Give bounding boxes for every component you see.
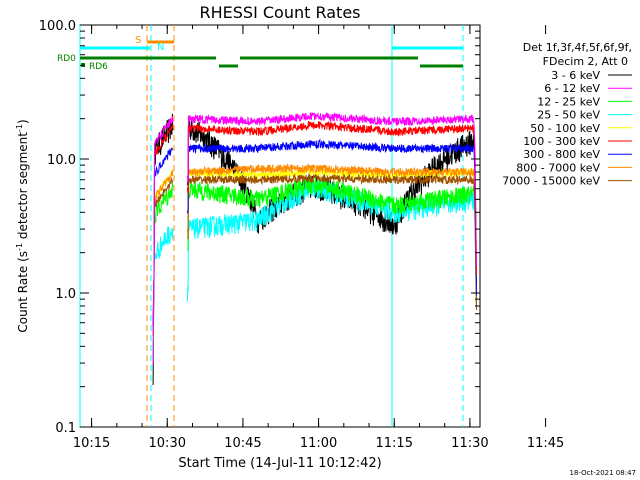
legend-label: 100 - 300 keV xyxy=(523,135,600,148)
legend-label: 300 - 800 keV xyxy=(523,148,600,161)
chart-title: RHESSI Count Rates xyxy=(200,3,361,22)
series-trace-7000-15000kev xyxy=(152,172,477,320)
series-trace-800-7000kev xyxy=(152,162,477,326)
y-tick-label: 1.0 xyxy=(55,287,76,302)
legend-header-2: FDecim 2, Att 0 xyxy=(543,55,628,68)
legend-header-1: Det 1f,3f,4f,5f,6f,9f, xyxy=(523,41,632,54)
y-axis-label-sup: -1 xyxy=(15,243,24,251)
series-trace-12-25kev xyxy=(152,176,477,360)
rd0-label: RD0 xyxy=(57,54,76,64)
x-tick-label: 10:15 xyxy=(73,436,110,451)
x-tick-label: 11:00 xyxy=(300,436,337,451)
series-trace-6-12kev xyxy=(152,112,477,364)
x-tick-label: 10:45 xyxy=(224,436,261,451)
x-tick-label: 11:30 xyxy=(451,436,488,451)
flag-bars xyxy=(80,40,463,68)
y-axis-label-end: ) xyxy=(16,119,30,124)
series-trace-100-300kev xyxy=(152,120,477,336)
reference-lines xyxy=(79,25,464,427)
legend-label: 7000 - 15000 keV xyxy=(502,175,600,188)
x-tick-label: 11:45 xyxy=(527,436,564,451)
saa-label: S xyxy=(135,35,141,46)
y-axis-label: Count Rate (s-1 detector segment-1) xyxy=(15,119,30,332)
y-tick-label: 100.0 xyxy=(39,19,76,34)
legend-label: 25 - 50 keV xyxy=(537,109,600,122)
legend-label: 3 - 6 keV xyxy=(551,69,600,82)
x-tick-label: 11:15 xyxy=(376,436,413,451)
series-trace-3-6kev xyxy=(152,113,477,386)
x-axis-label: Start Time (14-Jul-11 10:12:42) xyxy=(178,456,381,471)
series-trace-300-800kev xyxy=(152,138,477,327)
legend: Det 1f,3f,4f,5f,6f,9f, FDecim 2, Att 0 3… xyxy=(502,41,632,188)
y-tick-label: 10.0 xyxy=(47,153,76,168)
legend-label: 6 - 12 keV xyxy=(544,82,600,95)
axis-layer: 0.1 1.0 10.0 100.0 10:15 10:30 10:45 11:00 11:15… xyxy=(39,19,565,451)
legend-label: 50 - 100 keV xyxy=(530,122,600,135)
footer-date: 18-Oct-2021 08:47 xyxy=(570,469,636,477)
y-axis-label-main: Count Rate (s xyxy=(16,251,30,333)
night-label: N xyxy=(157,42,164,53)
series-layer xyxy=(152,112,477,386)
legend-label: 12 - 25 keV xyxy=(537,95,600,108)
y-tick-label: 0.1 xyxy=(55,421,76,436)
rd6-label: RD6 xyxy=(89,62,108,72)
x-tick-label: 10:30 xyxy=(149,436,186,451)
legend-label: 800 - 7000 keV xyxy=(516,161,600,174)
y-axis-label-sup-2: -1 xyxy=(15,124,24,132)
plot-frame xyxy=(79,24,481,428)
y-axis-label-mid: detector segment xyxy=(16,132,30,243)
